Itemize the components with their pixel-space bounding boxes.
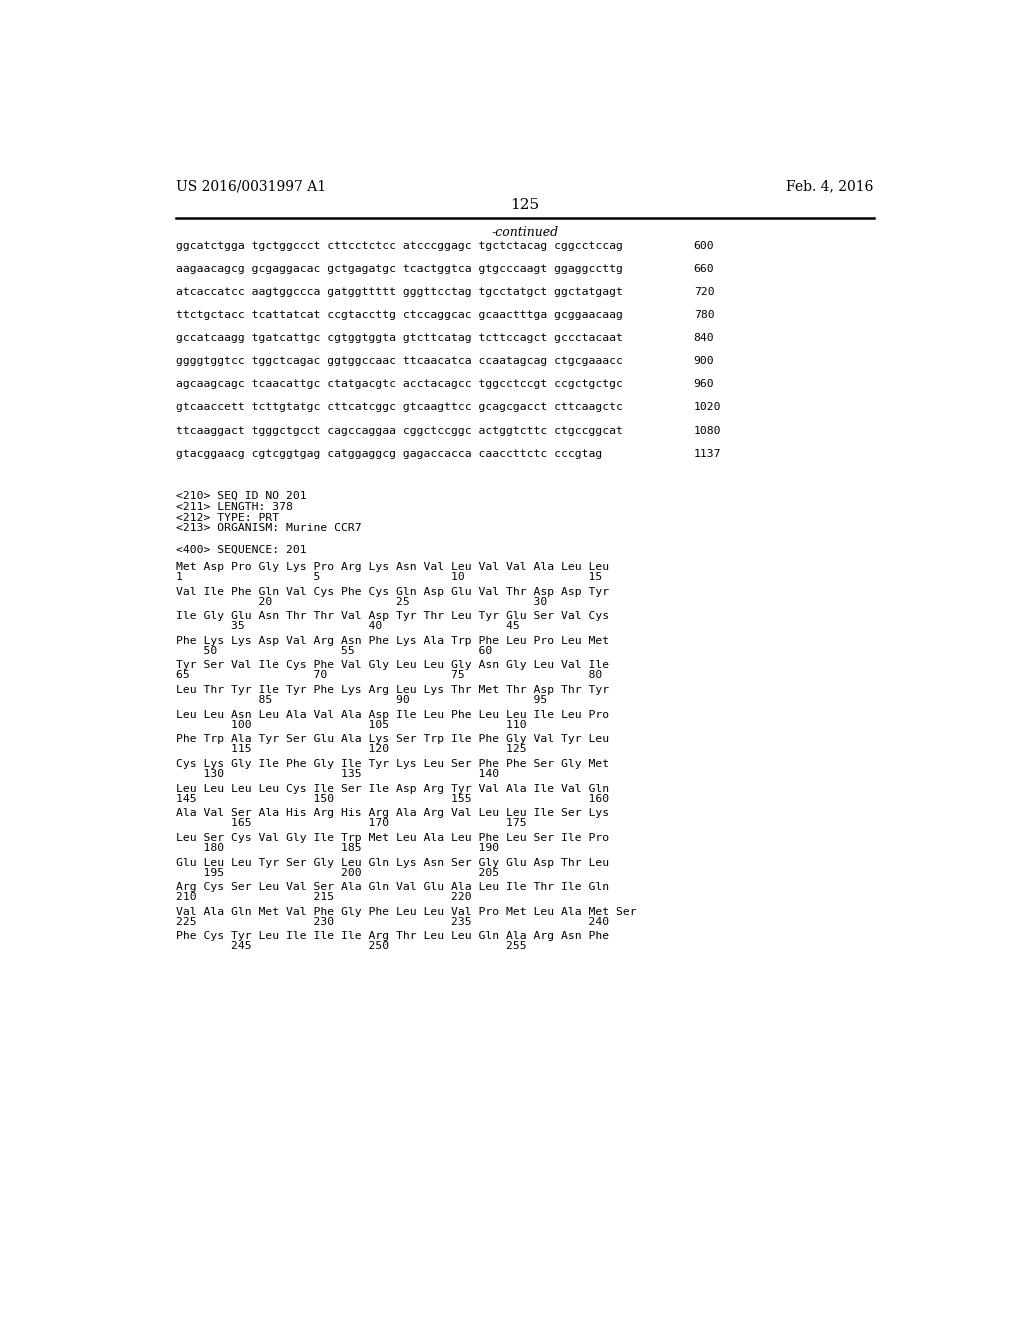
Text: 720: 720	[693, 286, 715, 297]
Text: Leu Leu Leu Leu Cys Ile Ser Ile Asp Arg Tyr Val Ala Ile Val Gln: Leu Leu Leu Leu Cys Ile Ser Ile Asp Arg …	[176, 784, 609, 793]
Text: US 2016/0031997 A1: US 2016/0031997 A1	[176, 180, 327, 193]
Text: Leu Ser Cys Val Gly Ile Trp Met Leu Ala Leu Phe Leu Ser Ile Pro: Leu Ser Cys Val Gly Ile Trp Met Leu Ala …	[176, 833, 609, 843]
Text: 130                 135                 140: 130 135 140	[176, 770, 499, 779]
Text: 840: 840	[693, 333, 715, 343]
Text: 900: 900	[693, 356, 715, 366]
Text: Glu Leu Leu Tyr Ser Gly Leu Gln Lys Asn Ser Gly Glu Asp Thr Leu: Glu Leu Leu Tyr Ser Gly Leu Gln Lys Asn …	[176, 858, 609, 867]
Text: Arg Cys Ser Leu Val Ser Ala Gln Val Glu Ala Leu Ile Thr Ile Gln: Arg Cys Ser Leu Val Ser Ala Gln Val Glu …	[176, 882, 609, 892]
Text: ggggtggtcc tggctcagac ggtggccaac ttcaacatca ccaatagcag ctgcgaaacc: ggggtggtcc tggctcagac ggtggccaac ttcaaca…	[176, 356, 623, 366]
Text: 85                  90                  95: 85 90 95	[176, 696, 547, 705]
Text: aagaacagcg gcgaggacac gctgagatgc tcactggtca gtgcccaagt ggaggccttg: aagaacagcg gcgaggacac gctgagatgc tcactgg…	[176, 264, 623, 273]
Text: Ile Gly Glu Asn Thr Thr Val Asp Tyr Thr Leu Tyr Glu Ser Val Cys: Ile Gly Glu Asn Thr Thr Val Asp Tyr Thr …	[176, 611, 609, 622]
Text: Met Asp Pro Gly Lys Pro Arg Lys Asn Val Leu Val Val Ala Leu Leu: Met Asp Pro Gly Lys Pro Arg Lys Asn Val …	[176, 562, 609, 572]
Text: <213> ORGANISM: Murine CCR7: <213> ORGANISM: Murine CCR7	[176, 524, 361, 533]
Text: 600: 600	[693, 240, 715, 251]
Text: 1080: 1080	[693, 425, 721, 436]
Text: Ala Val Ser Ala His Arg His Arg Ala Arg Val Leu Leu Ile Ser Lys: Ala Val Ser Ala His Arg His Arg Ala Arg …	[176, 808, 609, 818]
Text: 225                 230                 235                 240: 225 230 235 240	[176, 917, 609, 927]
Text: gccatcaagg tgatcattgc cgtggtggta gtcttcatag tcttccagct gccctacaat: gccatcaagg tgatcattgc cgtggtggta gtcttca…	[176, 333, 623, 343]
Text: agcaagcagc tcaacattgc ctatgacgtc acctacagcc tggcctccgt ccgctgctgc: agcaagcagc tcaacattgc ctatgacgtc acctaca…	[176, 379, 623, 389]
Text: 180                 185                 190: 180 185 190	[176, 843, 499, 853]
Text: 145                 150                 155                 160: 145 150 155 160	[176, 793, 609, 804]
Text: <212> TYPE: PRT: <212> TYPE: PRT	[176, 512, 280, 523]
Text: Phe Cys Tyr Leu Ile Ile Ile Arg Thr Leu Leu Gln Ala Arg Asn Phe: Phe Cys Tyr Leu Ile Ile Ile Arg Thr Leu …	[176, 932, 609, 941]
Text: <211> LENGTH: 378: <211> LENGTH: 378	[176, 502, 293, 512]
Text: 195                 200                 205: 195 200 205	[176, 867, 499, 878]
Text: 960: 960	[693, 379, 715, 389]
Text: 50                  55                  60: 50 55 60	[176, 645, 493, 656]
Text: Leu Leu Asn Leu Ala Val Ala Asp Ile Leu Phe Leu Leu Ile Leu Pro: Leu Leu Asn Leu Ala Val Ala Asp Ile Leu …	[176, 710, 609, 719]
Text: 115                 120                 125: 115 120 125	[176, 744, 526, 754]
Text: gtcaaccett tcttgtatgc cttcatcggc gtcaagttcc gcagcgacct cttcaagctc: gtcaaccett tcttgtatgc cttcatcggc gtcaagt…	[176, 403, 623, 412]
Text: 210                 215                 220: 210 215 220	[176, 892, 472, 902]
Text: Tyr Ser Val Ile Cys Phe Val Gly Leu Leu Gly Asn Gly Leu Val Ile: Tyr Ser Val Ile Cys Phe Val Gly Leu Leu …	[176, 660, 609, 671]
Text: ggcatctgga tgctggccct cttcctctcc atcccggagc tgctctacag cggcctccag: ggcatctgga tgctggccct cttcctctcc atcccgg…	[176, 240, 623, 251]
Text: <210> SEQ ID NO 201: <210> SEQ ID NO 201	[176, 491, 306, 502]
Text: 245                 250                 255: 245 250 255	[176, 941, 526, 952]
Text: 20                  25                  30: 20 25 30	[176, 597, 547, 606]
Text: gtacggaacg cgtcggtgag catggaggcg gagaccacca caaccttctc cccgtag: gtacggaacg cgtcggtgag catggaggcg gagacca…	[176, 449, 602, 458]
Text: Phe Trp Ala Tyr Ser Glu Ala Lys Ser Trp Ile Phe Gly Val Tyr Leu: Phe Trp Ala Tyr Ser Glu Ala Lys Ser Trp …	[176, 734, 609, 744]
Text: 1137: 1137	[693, 449, 721, 458]
Text: 35                  40                  45: 35 40 45	[176, 622, 520, 631]
Text: 780: 780	[693, 310, 715, 319]
Text: 125: 125	[510, 198, 540, 213]
Text: Cys Lys Gly Ile Phe Gly Ile Tyr Lys Leu Ser Phe Phe Ser Gly Met: Cys Lys Gly Ile Phe Gly Ile Tyr Lys Leu …	[176, 759, 609, 770]
Text: ttcaaggact tgggctgcct cagccaggaa cggctccggc actggtcttc ctgccggcat: ttcaaggact tgggctgcct cagccaggaa cggctcc…	[176, 425, 623, 436]
Text: 1                   5                   10                  15: 1 5 10 15	[176, 572, 602, 582]
Text: Leu Thr Tyr Ile Tyr Phe Lys Arg Leu Lys Thr Met Thr Asp Thr Tyr: Leu Thr Tyr Ile Tyr Phe Lys Arg Leu Lys …	[176, 685, 609, 696]
Text: 100                 105                 110: 100 105 110	[176, 719, 526, 730]
Text: 1020: 1020	[693, 403, 721, 412]
Text: Val Ile Phe Gln Val Cys Phe Cys Gln Asp Glu Val Thr Asp Asp Tyr: Val Ile Phe Gln Val Cys Phe Cys Gln Asp …	[176, 586, 609, 597]
Text: atcaccatcc aagtggccca gatggttttt gggttcctag tgcctatgct ggctatgagt: atcaccatcc aagtggccca gatggttttt gggttcc…	[176, 286, 623, 297]
Text: Feb. 4, 2016: Feb. 4, 2016	[786, 180, 873, 193]
Text: Phe Lys Lys Asp Val Arg Asn Phe Lys Ala Trp Phe Leu Pro Leu Met: Phe Lys Lys Asp Val Arg Asn Phe Lys Ala …	[176, 636, 609, 645]
Text: 660: 660	[693, 264, 715, 273]
Text: ttctgctacc tcattatcat ccgtaccttg ctccaggcac gcaactttga gcggaacaag: ttctgctacc tcattatcat ccgtaccttg ctccagg…	[176, 310, 623, 319]
Text: 165                 170                 175: 165 170 175	[176, 818, 526, 828]
Text: <400> SEQUENCE: 201: <400> SEQUENCE: 201	[176, 545, 306, 554]
Text: 65                  70                  75                  80: 65 70 75 80	[176, 671, 602, 680]
Text: -continued: -continued	[492, 226, 558, 239]
Text: Val Ala Gln Met Val Phe Gly Phe Leu Leu Val Pro Met Leu Ala Met Ser: Val Ala Gln Met Val Phe Gly Phe Leu Leu …	[176, 907, 637, 917]
